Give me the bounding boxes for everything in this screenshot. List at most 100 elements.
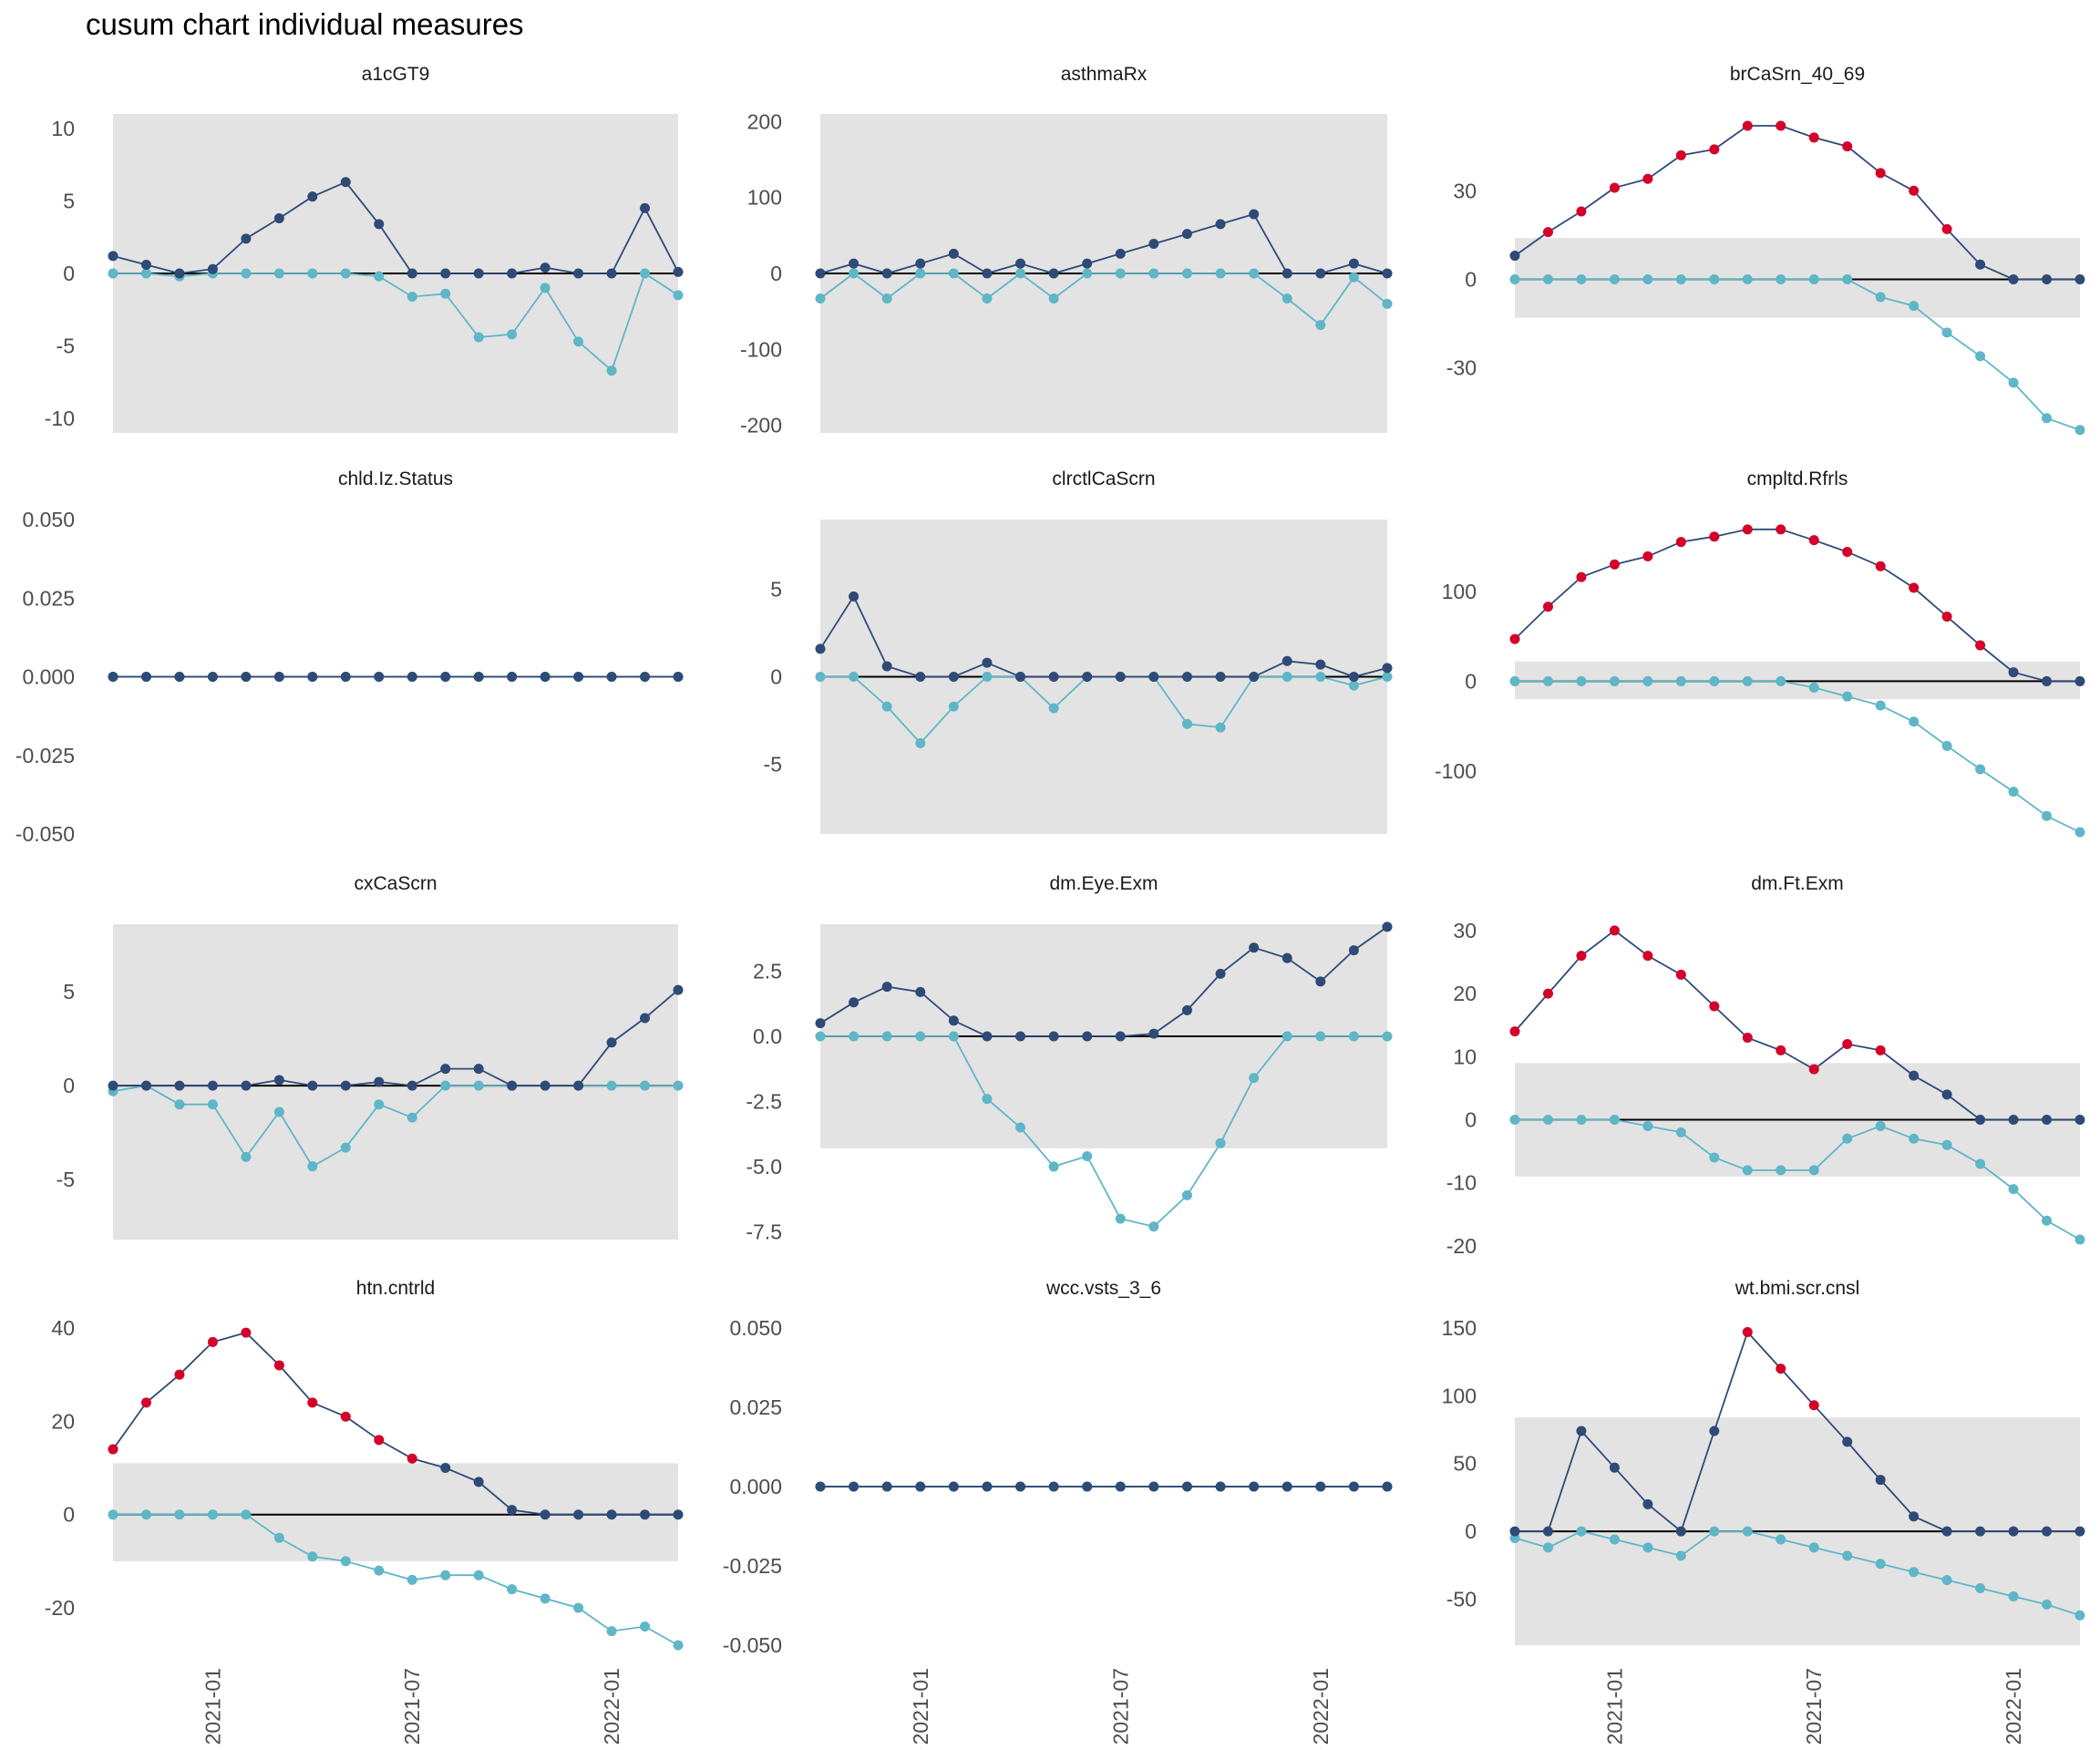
upper-cusum-point [1315, 268, 1326, 279]
lower-cusum-point [174, 1099, 185, 1110]
lower-cusum-point [1776, 1534, 1786, 1545]
upper-cusum-point [507, 1080, 518, 1091]
x-tick-label: 2021-01 [909, 1668, 932, 1745]
upper-cusum-point [881, 661, 892, 672]
lower-cusum-point [1709, 1152, 1720, 1163]
upper-cusum-point [2074, 1526, 2085, 1537]
lower-cusum-point [1776, 675, 1786, 686]
y-tick-label: 0 [1465, 1519, 1477, 1543]
lower-cusum-point [2074, 1234, 2085, 1245]
upper-cusum-point [673, 984, 684, 995]
y-tick-label: 0 [770, 665, 782, 689]
signal-point [1842, 1038, 1853, 1049]
lower-cusum-point [1808, 682, 1819, 693]
upper-cusum-point [1181, 229, 1192, 240]
lower-cusum-point [440, 1080, 451, 1091]
upper-cusum-point [108, 672, 118, 682]
lower-cusum-point [2008, 1590, 2019, 1601]
upper-cusum-point [473, 672, 484, 682]
signal-point [1808, 1064, 1819, 1075]
upper-cusum-point [340, 1080, 351, 1091]
signal-point [1742, 524, 1753, 535]
upper-cusum-point [1315, 659, 1326, 670]
signal-point [1975, 640, 1986, 651]
signal-point [1709, 1001, 1720, 1012]
y-tick-label: 0 [1465, 669, 1477, 693]
upper-cusum-point [1576, 1426, 1587, 1436]
panel-title: wt.bmi.scr.cnsl [1735, 1278, 1860, 1299]
lower-cusum-point [374, 1099, 385, 1110]
upper-cusum-point [108, 251, 118, 262]
upper-cusum-point [849, 997, 860, 1008]
lower-cusum-point [1941, 1575, 1952, 1586]
y-tick-label: 5 [770, 578, 782, 602]
x-tick-label: 2021-01 [201, 1668, 224, 1745]
lower-cusum-point [1675, 1550, 1686, 1561]
upper-cusum-point [1048, 268, 1059, 279]
lower-cusum-point [815, 1031, 826, 1042]
upper-cusum-point [1909, 1070, 1920, 1081]
upper-cusum-point [2008, 1526, 2019, 1537]
lower-cusum-point [1808, 273, 1819, 284]
signal-point [1909, 582, 1920, 593]
upper-cusum-point [273, 213, 284, 224]
upper-cusum-point [948, 672, 959, 682]
upper-cusum-point [1082, 1031, 1093, 1042]
y-tick-label: -10 [45, 407, 75, 430]
lower-cusum-point [2042, 1215, 2053, 1226]
upper-cusum-point [982, 1031, 993, 1042]
lower-cusum-point [1348, 680, 1359, 691]
upper-cusum-point [507, 268, 518, 279]
signal-point [1808, 535, 1819, 546]
upper-cusum-point [1181, 1004, 1192, 1015]
lower-cusum-point [1282, 293, 1292, 304]
y-tick-label: 0.000 [729, 1475, 782, 1498]
lower-cusum-point [1181, 718, 1192, 729]
upper-cusum-point [1975, 259, 1986, 270]
control-band [1515, 238, 2080, 318]
lower-cusum-point [1709, 675, 1720, 686]
y-tick-label: 0.050 [22, 508, 75, 531]
upper-cusum-point [340, 177, 351, 188]
lower-cusum-point [1776, 273, 1786, 284]
upper-cusum-point [815, 268, 826, 279]
lower-cusum-point [1742, 675, 1753, 686]
upper-cusum-point [2008, 667, 2019, 678]
upper-cusum-point [1348, 258, 1359, 269]
upper-cusum-point [1148, 1481, 1159, 1492]
upper-cusum-point [606, 1037, 617, 1048]
lower-cusum-point [1115, 268, 1126, 279]
signal-point [1709, 144, 1720, 155]
lower-cusum-point [1382, 1031, 1393, 1042]
lower-cusum-point [1675, 675, 1686, 686]
upper-cusum-point [1249, 672, 1260, 682]
signal-point [1709, 531, 1720, 542]
upper-cusum-point [1282, 1481, 1292, 1492]
lower-cusum-line [1515, 1118, 2081, 1240]
lower-cusum-point [1181, 268, 1192, 279]
upper-cusum-point [440, 672, 451, 682]
y-tick-label: 5 [63, 189, 75, 212]
lower-cusum-point [407, 1112, 417, 1123]
lower-cusum-point [1015, 1122, 1026, 1133]
upper-cusum-point [1015, 258, 1026, 269]
y-tick-label: 0.000 [22, 665, 75, 689]
lower-cusum-point [1808, 1165, 1819, 1176]
lower-cusum-point [207, 1509, 218, 1520]
upper-cusum-point [1148, 672, 1159, 682]
lower-cusum-point [1576, 273, 1587, 284]
upper-cusum-point [1048, 1481, 1059, 1492]
y-tick-label: 100 [1442, 1384, 1477, 1407]
signal-point [241, 1327, 252, 1338]
y-tick-label: -5 [57, 1168, 75, 1191]
lower-cusum-point [2008, 1184, 2019, 1195]
lower-cusum-point [1542, 675, 1553, 686]
y-tick-label: -0.050 [15, 822, 75, 846]
x-tick-label: 2021-07 [1108, 1668, 1132, 1745]
lower-cusum-line [112, 1085, 678, 1168]
upper-cusum-point [207, 672, 218, 682]
y-tick-label: 200 [747, 109, 782, 133]
signal-point [1909, 185, 1920, 196]
panel-title: cxCaScrn [354, 873, 437, 894]
upper-cusum-point [849, 591, 860, 602]
